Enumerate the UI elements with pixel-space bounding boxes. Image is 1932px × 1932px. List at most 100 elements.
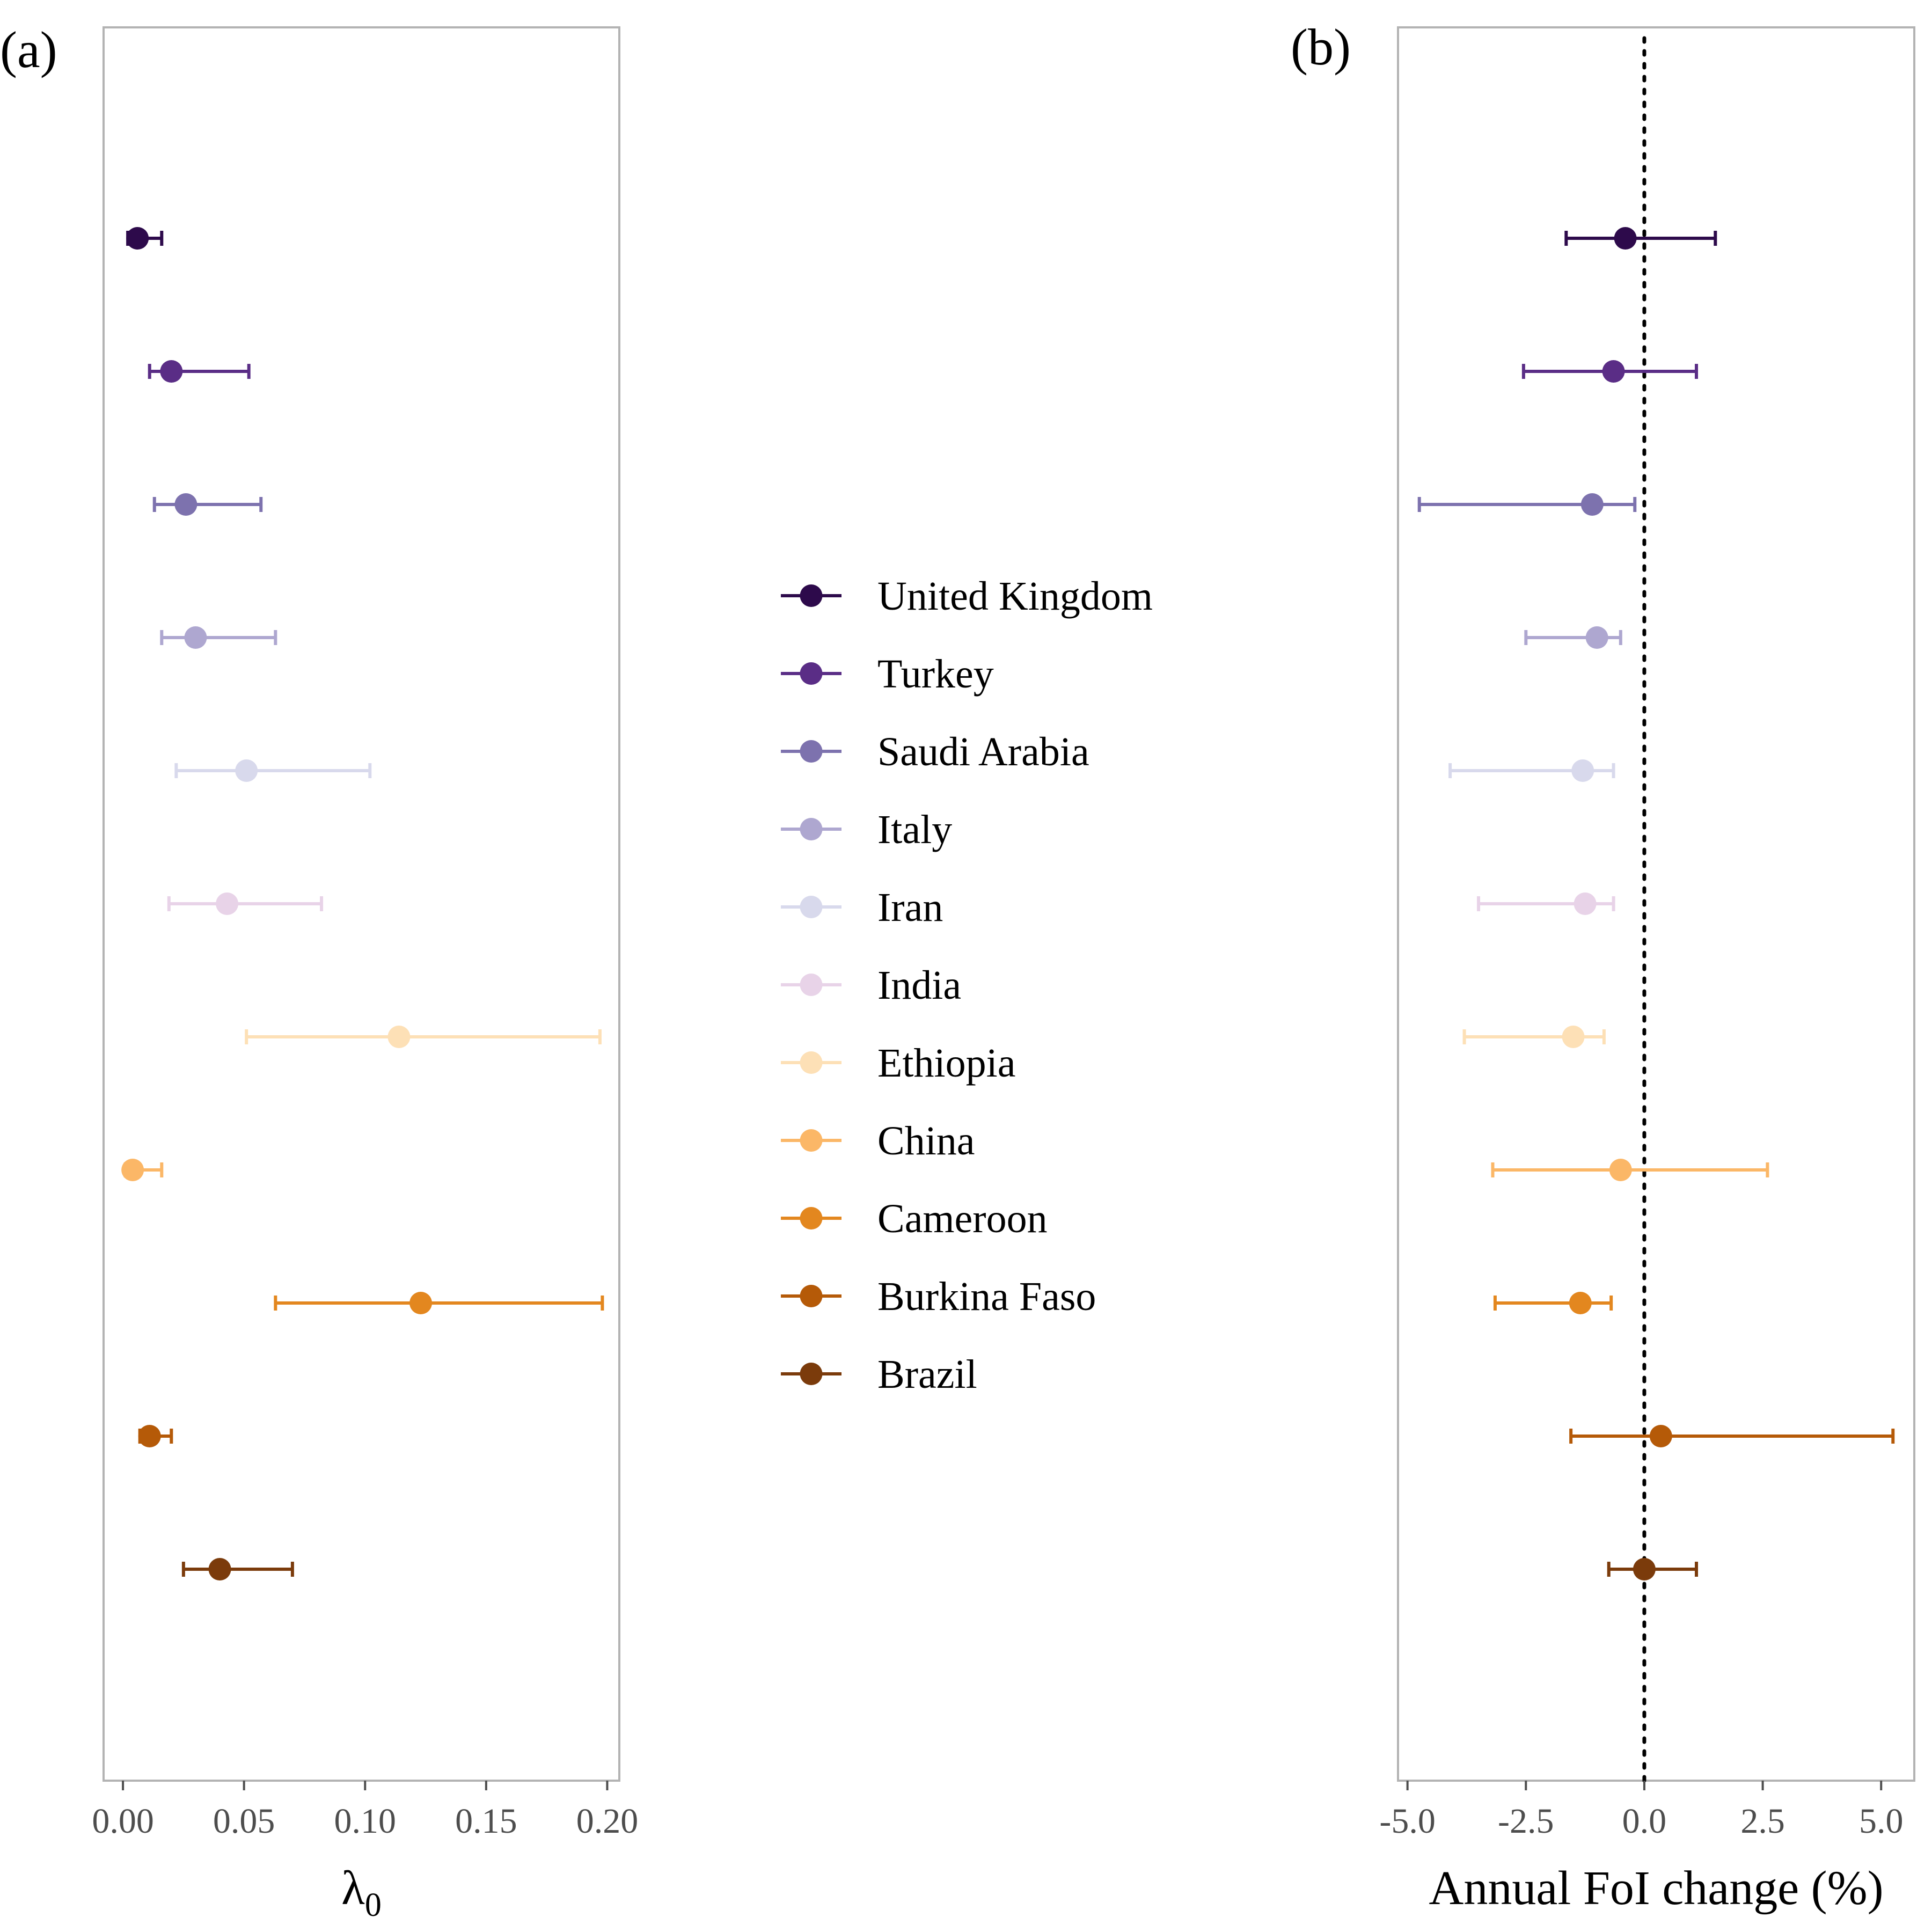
x-tick-label: 0.05 — [213, 1802, 275, 1841]
point-marker — [216, 892, 239, 915]
x-tick-label: 0.20 — [576, 1802, 639, 1841]
point-marker — [1585, 626, 1608, 649]
x-tick-label: 5.0 — [1859, 1802, 1904, 1841]
point-brazil — [181, 1558, 294, 1580]
panel-label: (b) — [1291, 18, 1351, 76]
point-italy — [1524, 626, 1622, 649]
x-tick-label: -5.0 — [1379, 1802, 1435, 1841]
point-turkey — [1521, 360, 1699, 383]
point-marker — [235, 759, 258, 782]
legend-key-marker — [800, 1129, 823, 1152]
point-marker — [138, 1425, 161, 1447]
legend-item-turkey: Turkey — [781, 652, 994, 697]
point-burkina-faso — [1569, 1425, 1895, 1447]
point-marker — [1609, 1159, 1632, 1181]
legend-key-marker — [800, 1285, 823, 1307]
point-saudi-arabia — [152, 493, 263, 516]
point-iran — [1448, 759, 1615, 782]
point-united-kingdom — [1564, 227, 1717, 250]
legend-label: China — [877, 1118, 975, 1163]
legend-item-brazil: Brazil — [781, 1352, 977, 1397]
x-axis-title-main: Annual FoI change (%) — [1429, 1862, 1883, 1915]
x-axis-title-subscript: 0 — [365, 1887, 382, 1923]
x-axis-title-main: λ — [341, 1862, 365, 1915]
legend-label: Saudi Arabia — [877, 729, 1089, 774]
legend-key-marker — [800, 818, 823, 840]
legend-label: Cameroon — [877, 1196, 1048, 1241]
legend-item-burkina-faso: Burkina Faso — [781, 1274, 1096, 1319]
point-marker — [121, 1159, 144, 1181]
legend-key-marker — [800, 1363, 823, 1385]
point-marker — [126, 227, 149, 250]
point-turkey — [148, 360, 251, 383]
legend-item-india: India — [781, 963, 961, 1008]
legend-item-saudi-arabia: Saudi Arabia — [781, 729, 1089, 774]
point-ethiopia — [1462, 1026, 1606, 1048]
legend-label: Italy — [877, 807, 952, 852]
panel-label: (a) — [0, 21, 57, 78]
legend: United Kingdom Turkey Saudi Arabia Italy Ira… — [781, 574, 1153, 1397]
point-marker — [160, 360, 183, 383]
legend-key-marker — [800, 584, 823, 607]
legend-label: United Kingdom — [877, 574, 1153, 619]
point-marker — [184, 626, 207, 649]
point-india — [1477, 892, 1615, 915]
legend-item-china: China — [781, 1118, 975, 1163]
x-tick-label: 2.5 — [1740, 1802, 1785, 1841]
point-ethiopia — [245, 1026, 602, 1048]
legend-key-marker — [800, 740, 823, 763]
point-italy — [160, 626, 277, 649]
point-india — [167, 892, 324, 915]
legend-label: Ethiopia — [877, 1041, 1016, 1086]
point-marker — [1633, 1558, 1656, 1580]
point-marker — [1602, 360, 1625, 383]
point-saudi-arabia — [1417, 493, 1637, 516]
plot-frame — [103, 26, 620, 1782]
point-marker — [1569, 1292, 1592, 1314]
x-tick-label: -2.5 — [1498, 1802, 1554, 1841]
legend-item-united-kingdom: United Kingdom — [781, 574, 1153, 619]
x-tick-label: 0.0 — [1622, 1802, 1667, 1841]
legend-key-marker — [800, 662, 823, 685]
legend-label: Iran — [877, 885, 943, 930]
legend-item-ethiopia: Ethiopia — [781, 1041, 1016, 1086]
legend-label: India — [877, 963, 961, 1008]
point-marker — [1614, 227, 1637, 250]
legend-label: Burkina Faso — [877, 1274, 1096, 1319]
point-marker — [1562, 1026, 1585, 1048]
legend-item-iran: Iran — [781, 885, 943, 930]
legend-item-italy: Italy — [781, 807, 952, 852]
x-tick-label: 0.10 — [334, 1802, 397, 1841]
point-marker — [1580, 493, 1604, 516]
point-marker — [387, 1026, 411, 1048]
x-axis-title: λ0 — [341, 1862, 382, 1923]
legend-label: Turkey — [877, 652, 994, 697]
point-iran — [174, 759, 372, 782]
panel-a: (a) 0.00 0.05 0.10 0.15 0.20 λ0 — [0, 21, 638, 1923]
point-china — [1491, 1159, 1769, 1181]
legend-key-marker — [800, 896, 823, 918]
point-brazil — [1607, 1558, 1699, 1580]
x-axis-title: Annual FoI change (%) — [1429, 1862, 1883, 1915]
point-cameroon — [1493, 1292, 1613, 1314]
point-cameroon — [274, 1292, 604, 1314]
point-united-kingdom — [126, 227, 164, 250]
point-marker — [1649, 1425, 1672, 1447]
point-china — [121, 1159, 164, 1181]
point-burkina-faso — [138, 1425, 173, 1447]
legend-key-marker — [800, 1051, 823, 1074]
legend-item-cameroon: Cameroon — [781, 1196, 1048, 1241]
point-marker — [409, 1292, 433, 1314]
plot-frame — [1397, 26, 1915, 1782]
point-marker — [1574, 892, 1597, 915]
legend-label: Brazil — [877, 1352, 977, 1397]
x-tick-label: 0.15 — [455, 1802, 517, 1841]
point-marker — [174, 493, 197, 516]
legend-key-marker — [800, 974, 823, 996]
point-marker — [1571, 759, 1594, 782]
x-tick-label: 0.00 — [92, 1802, 154, 1841]
legend-key-marker — [800, 1207, 823, 1230]
panel-b: (b) -5.0 -2.5 0.0 2.5 5.0 Annual FoI change (%… — [1291, 18, 1915, 1915]
point-marker — [208, 1558, 231, 1580]
